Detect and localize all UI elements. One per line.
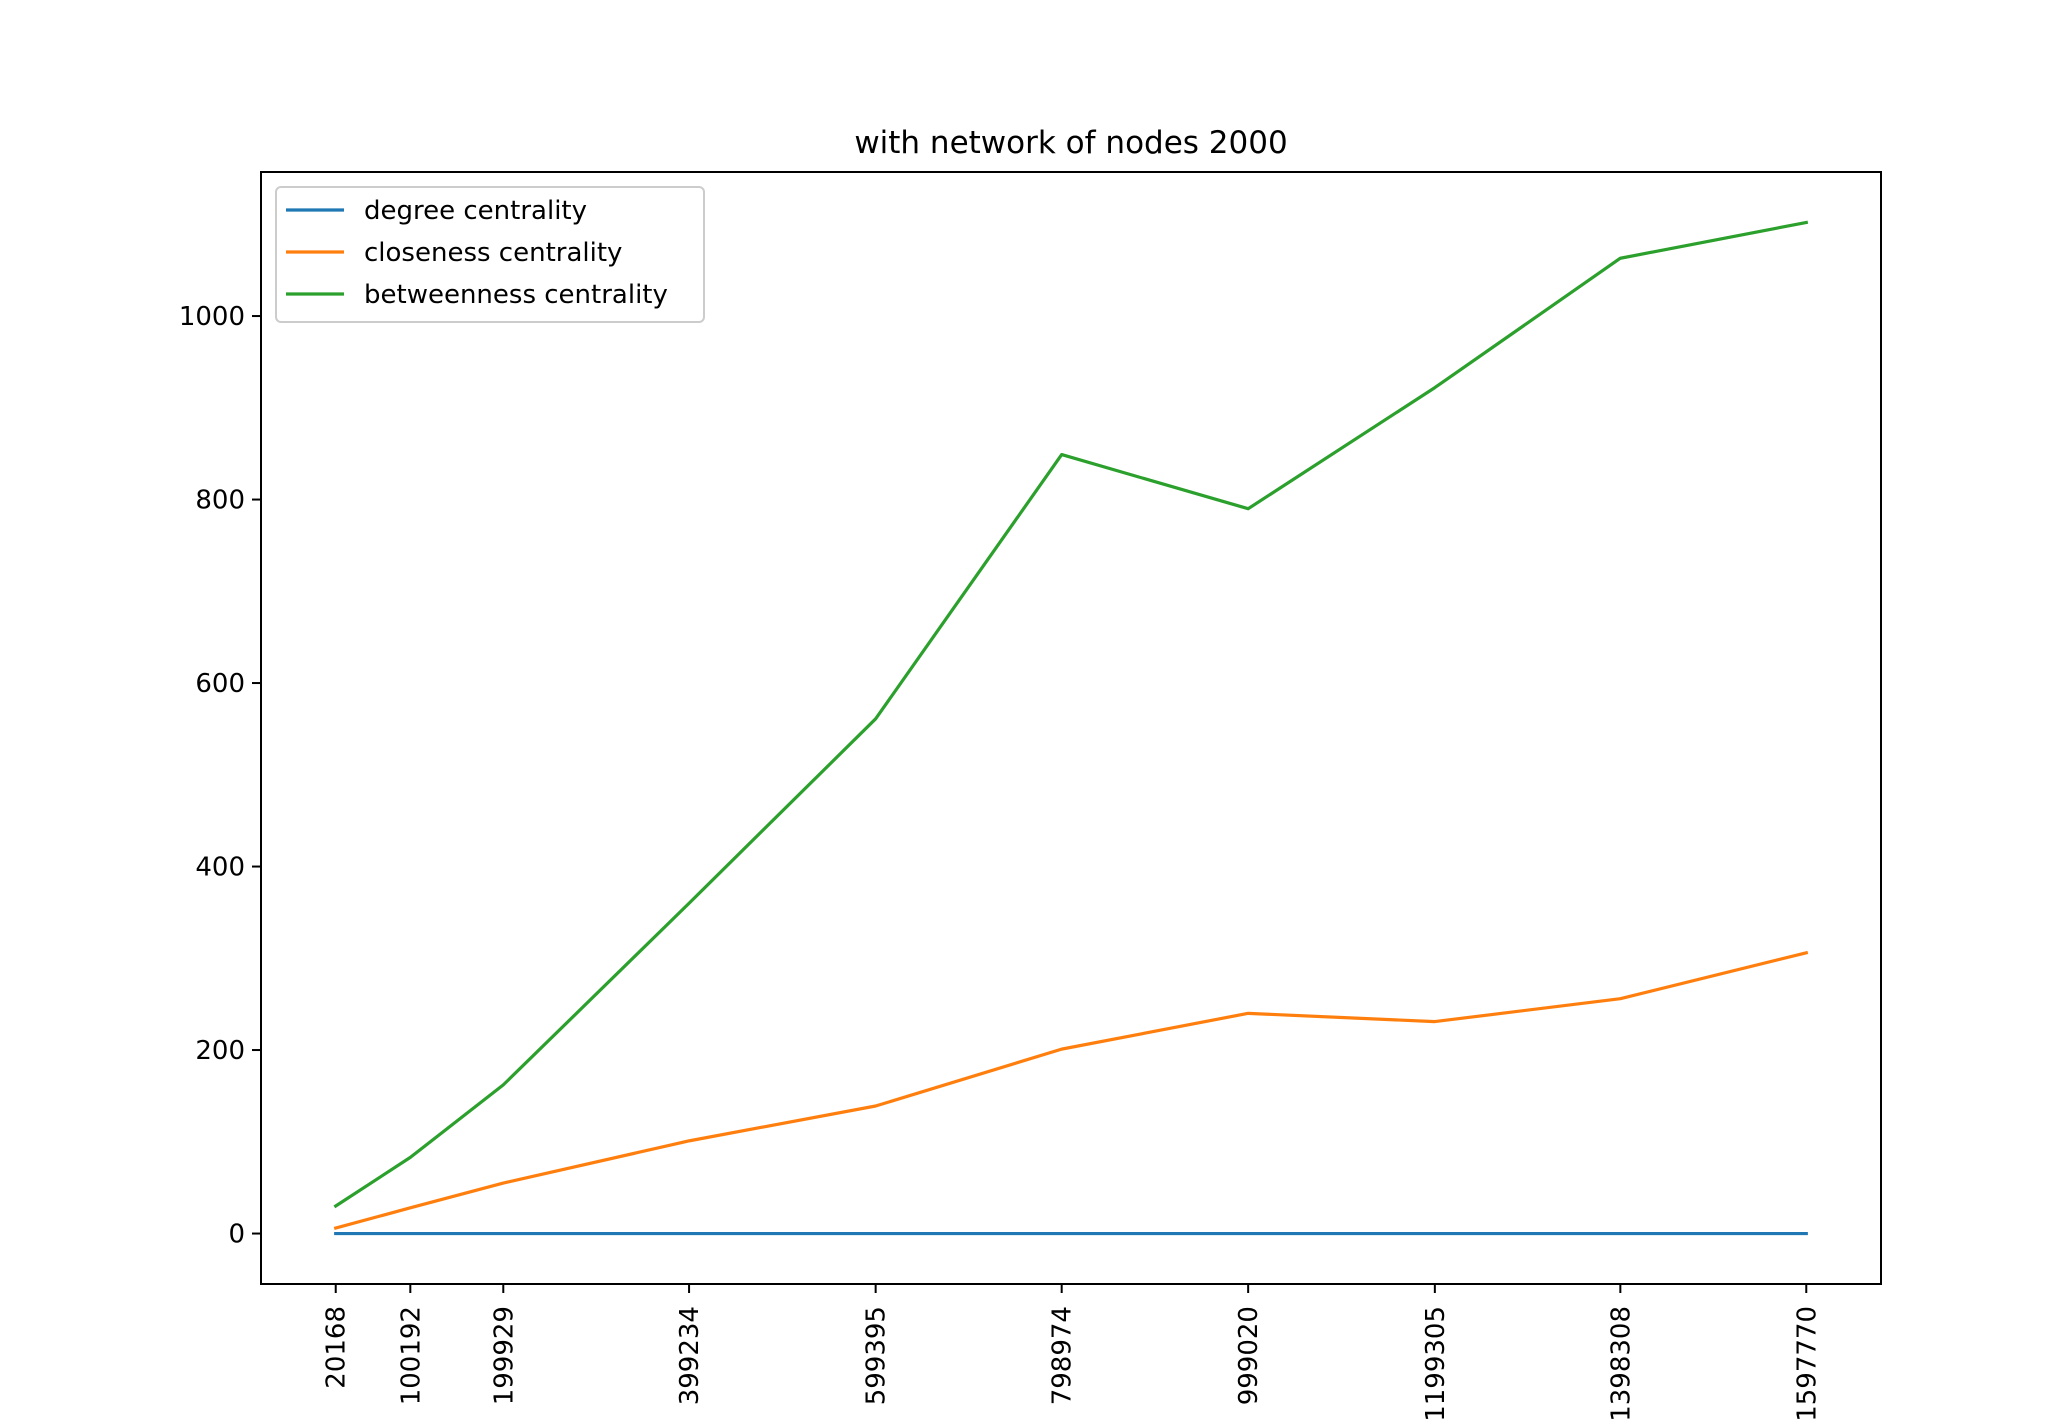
x-axis: 20168 100192 199929 399234 599395 798974 99902…: [322, 1284, 1822, 1422]
x-tick-label: 199929: [489, 1306, 519, 1405]
y-tick-label: 0: [228, 1220, 245, 1250]
legend-label: degree centrality: [364, 196, 587, 226]
x-tick-label: 1199305: [1421, 1306, 1451, 1422]
legend: degree centrality closeness centrality bet…: [275, 186, 705, 323]
closeness-centrality-line: [333, 950, 1809, 1230]
plot-area: [333, 220, 1809, 1236]
betweenness-centrality-line: [333, 220, 1809, 1209]
x-tick-label: 999020: [1234, 1306, 1264, 1405]
y-tick-label: 600: [195, 669, 245, 699]
y-axis: 0 200 400 600 800 1000: [179, 302, 261, 1250]
legend-box: [275, 186, 705, 323]
legend-label: betweenness centrality: [364, 280, 668, 310]
y-tick-label: 200: [195, 1036, 245, 1066]
x-tick-label: 1398308: [1606, 1306, 1636, 1422]
x-tick-label: 399234: [675, 1306, 705, 1405]
x-tick-label: 798974: [1048, 1306, 1078, 1405]
chart-title: with network of nodes 2000: [854, 125, 1287, 161]
y-tick-label: 400: [195, 853, 245, 883]
legend-label: closeness centrality: [364, 238, 622, 268]
x-tick-label: 1597770: [1792, 1306, 1822, 1422]
y-tick-label: 1000: [179, 302, 245, 332]
x-tick-label: 20168: [322, 1306, 352, 1389]
y-tick-label: 800: [195, 486, 245, 516]
x-tick-label: 100192: [396, 1306, 426, 1405]
x-tick-label: 599395: [862, 1306, 892, 1405]
axes-frame: [260, 171, 1882, 1285]
